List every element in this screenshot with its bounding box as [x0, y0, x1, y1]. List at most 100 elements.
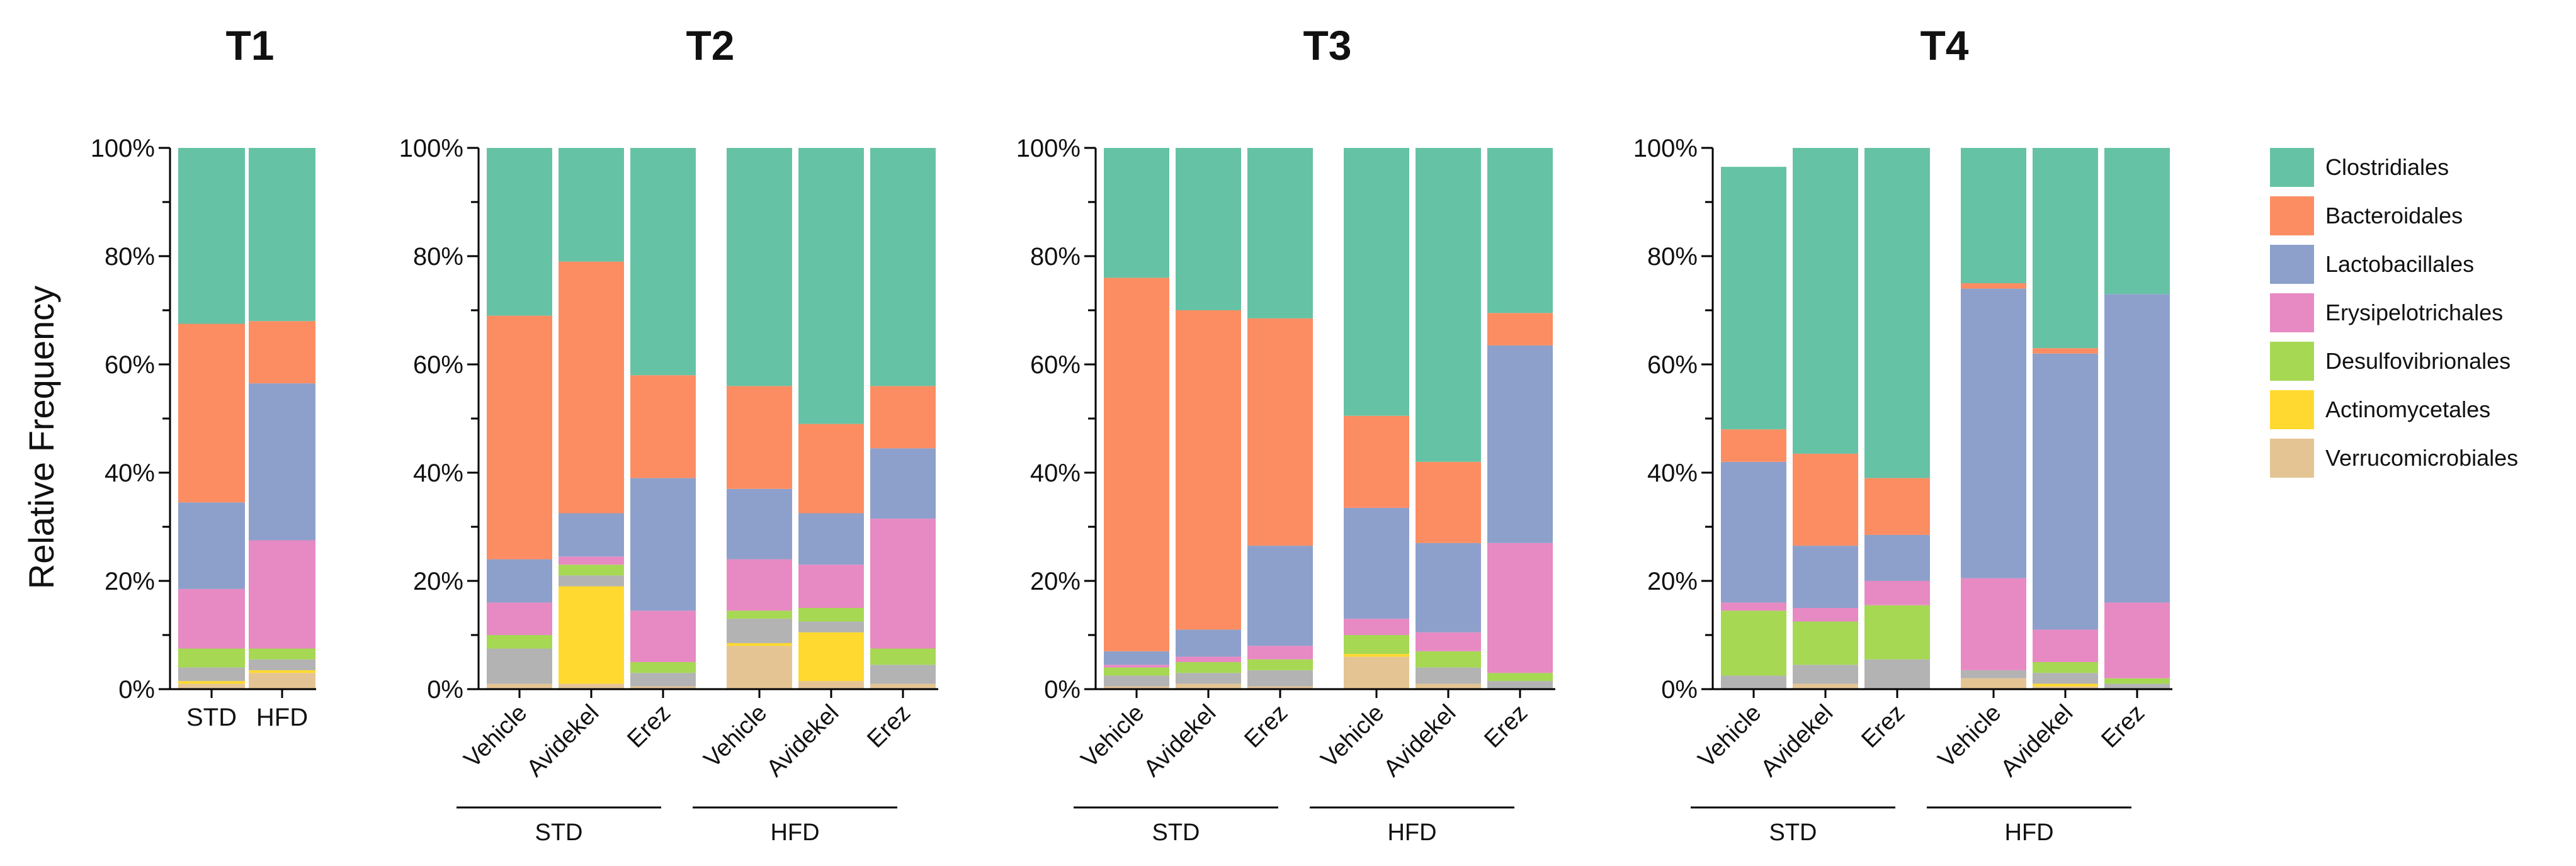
y-tick-label: 0% [427, 676, 463, 704]
bar-segment-bacteroidales [1793, 453, 1858, 546]
bar-segment-clostridiales [1344, 148, 1409, 416]
y-tick-label: 40% [105, 459, 155, 487]
y-tick-label: 20% [1647, 568, 1698, 595]
bar-segment-erysipelotrichales [178, 588, 245, 649]
bar-segment-clostridiales [1104, 148, 1169, 278]
bar-segment-verrucomicrobiales [487, 683, 552, 689]
bar-erez [630, 148, 696, 689]
legend-item-erysipelotrichales: Erysipelotrichales [2270, 293, 2503, 332]
bar-vehicle [487, 148, 552, 689]
bar-segment-erysipelotrichales [1247, 646, 1313, 660]
bar-segment-erysipelotrichales [630, 610, 696, 662]
bar-erez [1864, 148, 1930, 689]
panel-t1: T1 0% 20% 40% 60% 80% 100% STD HFD [91, 22, 316, 731]
bar-segment-bacteroidales [727, 386, 792, 489]
bar-segment-clostridiales [1416, 148, 1481, 462]
y-tick-label: 100% [399, 135, 463, 162]
bar-segment-verrucomicrobiales [1416, 683, 1481, 689]
y-tick-label: 20% [1030, 568, 1081, 595]
y-tick-label: 0% [118, 676, 155, 704]
bar-segment-lactobacillales [2033, 353, 2098, 630]
category-label: Avidekel [762, 700, 844, 782]
legend-swatch [2270, 390, 2314, 429]
bar-segment-verrucomicrobiales [1247, 686, 1313, 689]
panel-title: T1 [225, 22, 274, 69]
panel-title: T3 [1303, 22, 1351, 69]
bar-segment-lactobacillales [798, 513, 864, 565]
bar-segment-erysipelotrichales [487, 602, 552, 635]
bar-segment-bacteroidales [487, 315, 552, 560]
group-label: HFD [770, 819, 819, 846]
bar-vehicle [1104, 148, 1169, 689]
bar-segment-desulfovibrionales [1416, 651, 1481, 668]
bar-segment-desulfovibrionales [1176, 662, 1241, 673]
y-tick-label: 80% [105, 243, 155, 271]
category-label: Avidekel [1139, 700, 1222, 782]
bar-segment-verrucomicrobiales [249, 673, 315, 689]
group-label: STD [1769, 819, 1817, 846]
bar-hfd [249, 148, 315, 689]
bar-segment-verrucomicrobiales [1793, 683, 1858, 689]
category-label: Erez [1856, 700, 1910, 753]
bar-segment-bacteroidales [1344, 415, 1409, 508]
bar-segment-clostridiales [1247, 148, 1313, 318]
bar-segment-bacteroidales [1104, 278, 1169, 651]
bar-segment-other [1176, 673, 1241, 684]
bar-segment-verrucomicrobiales [1176, 683, 1241, 689]
bar-segment-verrucomicrobiales [1344, 656, 1409, 689]
bar-segment-actinomycetales [1344, 654, 1409, 657]
category-label: Avidekel [1996, 700, 2079, 782]
bar-segment-desulfovibrionales [727, 610, 792, 619]
bar-erez [1487, 148, 1553, 689]
legend-label: Lactobacillales [2325, 251, 2474, 277]
category-label: Erez [1479, 700, 1533, 753]
bar-segment-bacteroidales [1864, 478, 1930, 535]
legend-label: Desulfovibrionales [2325, 348, 2511, 374]
bar-segment-verrucomicrobiales [2033, 686, 2098, 689]
bar-segment-desulfovibrionales [1721, 610, 1786, 676]
category-label: Vehicle [459, 700, 532, 773]
legend-item-bacteroidales: Bacteroidales [2270, 196, 2463, 235]
bar-segment-lactobacillales [630, 478, 696, 611]
bar-segment-actinomycetales [178, 681, 245, 684]
bar-vehicle [1721, 167, 1786, 689]
bar-avidekel [1416, 148, 1481, 689]
bar-segment-desulfovibrionales [2033, 662, 2098, 673]
y-tick-label: 60% [105, 351, 155, 379]
bar-segment-other [630, 673, 696, 687]
bar-segment-lactobacillales [249, 383, 315, 541]
y-axis-label: Relative Frequency [21, 286, 61, 589]
bar-segment-lactobacillales [487, 559, 552, 603]
y-tick-label: 40% [1647, 459, 1698, 487]
bar-segment-clostridiales [559, 148, 624, 262]
bar-segment-erysipelotrichales [1104, 665, 1169, 668]
bar-segment-clostridiales [870, 148, 936, 386]
bar-segment-lactobacillales [1721, 461, 1786, 603]
bar-segment-other [559, 575, 624, 587]
bar-segment-clostridiales [1721, 167, 1786, 430]
legend: Clostridiales Bacteroidales Lactobacillale… [2270, 148, 2518, 478]
legend-item-desulfovibrionales: Desulfovibrionales [2270, 342, 2511, 381]
bar-segment-bacteroidales [1247, 318, 1313, 546]
bar-segment-clostridiales [1864, 148, 1930, 478]
bar-segment-bacteroidales [1961, 283, 2026, 289]
bar-segment-erysipelotrichales [2104, 602, 2170, 678]
bar-segment-clostridiales [249, 148, 315, 322]
bar-segment-other [1864, 659, 1930, 689]
bar-segment-verrucomicrobiales [1104, 686, 1169, 689]
bar-segment-other [1793, 665, 1858, 684]
bar-segment-actinomycetales [798, 632, 864, 682]
y-tick-label: 0% [1661, 676, 1698, 704]
bar-segment-lactobacillales [1961, 288, 2026, 578]
bar-segment-desulfovibrionales [1793, 621, 1858, 665]
bar-segment-desulfovibrionales [630, 662, 696, 673]
bar-segment-desulfovibrionales [178, 648, 245, 668]
bar-segment-other [1487, 681, 1553, 689]
bar-segment-lactobacillales [1487, 345, 1553, 543]
bar-segment-bacteroidales [1176, 310, 1241, 630]
bar-segment-lactobacillales [1344, 507, 1409, 619]
category-label: Erez [622, 700, 676, 753]
bar-avidekel [1176, 148, 1241, 689]
